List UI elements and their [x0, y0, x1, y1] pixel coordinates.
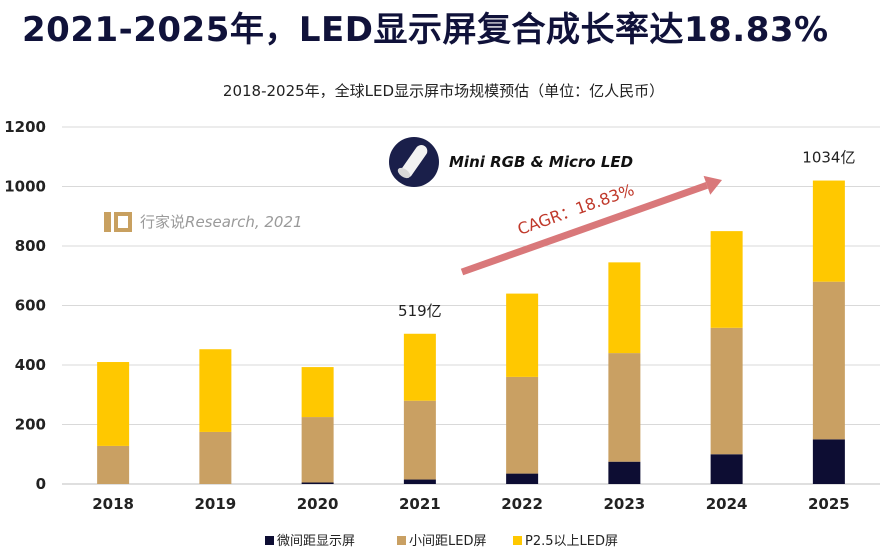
y-tick-label: 800 — [15, 237, 46, 255]
x-tick-label: 2025 — [808, 495, 850, 513]
bar-segment-3 — [199, 349, 232, 432]
chart-title: 2018-2025年，全球LED显示屏市场规模预估（单位：亿人民币） — [222, 82, 665, 100]
bar-segment-1 — [608, 461, 641, 484]
legend-label: 微间距显示屏 — [277, 534, 355, 549]
legend-swatch — [397, 536, 406, 545]
y-tick-label: 400 — [15, 356, 46, 374]
bar-segment-1 — [506, 473, 539, 484]
bar-segment-2 — [403, 400, 436, 480]
bar-segment-3 — [301, 367, 334, 418]
legend-label: P2.5以上LED屏 — [525, 534, 618, 549]
bar-segment-1 — [710, 454, 743, 484]
cagr-arrow — [460, 182, 709, 276]
y-tick-labels: 0 200 400 600 800 1000 1200 — [4, 118, 46, 493]
total-label: 519亿 — [398, 302, 442, 320]
page-headline: 2021-2025年，LED显示屏复合成长率达18.83% — [22, 10, 829, 50]
bars — [97, 180, 845, 484]
bar-segment-3 — [608, 262, 641, 354]
y-tick-label: 0 — [36, 475, 46, 493]
y-tick-label: 1000 — [4, 178, 46, 196]
bar-segment-1 — [812, 439, 845, 484]
bar-segment-2 — [199, 431, 232, 484]
hangjiashuo-logo-icon — [104, 208, 134, 234]
badge-label: Mini RGB & Micro LED — [449, 153, 634, 171]
watermark-text: 行家说Research, 2021 — [140, 212, 303, 231]
bar-segment-1 — [403, 479, 436, 484]
x-tick-label: 2023 — [604, 495, 646, 513]
x-tick-label: 2018 — [92, 495, 134, 513]
rocket-icon — [389, 137, 439, 187]
bar-segment-3 — [97, 362, 130, 446]
bar-segment-2 — [710, 327, 743, 455]
bar-segment-3 — [812, 180, 845, 282]
bar-segment-1 — [301, 482, 334, 484]
legend-label: 小间距LED屏 — [409, 534, 486, 549]
bar-segment-2 — [608, 353, 641, 462]
bar-segment-3 — [403, 333, 436, 401]
bar-segment-2 — [301, 417, 334, 483]
total-label: 1034亿 — [802, 149, 855, 167]
legend: 微间距显示屏 小间距LED屏 P2.5以上LED屏 — [265, 534, 618, 549]
watermark: 行家说Research, 2021 — [104, 208, 303, 234]
y-tick-label: 600 — [15, 297, 46, 315]
bar-segment-3 — [710, 231, 743, 328]
bar-segment-3 — [506, 293, 539, 377]
bar-segment-2 — [506, 376, 539, 474]
y-tick-label: 1200 — [4, 118, 46, 136]
legend-swatch — [513, 536, 522, 545]
x-tick-labels: 2018 2019 2020 2021 2022 2023 2024 2025 — [92, 495, 850, 513]
gridlines — [62, 126, 880, 485]
cagr-arrow-head — [703, 175, 722, 195]
bar-segment-2 — [812, 281, 845, 440]
x-tick-label: 2020 — [297, 495, 339, 513]
legend-swatch — [265, 536, 274, 545]
x-tick-label: 2019 — [195, 495, 237, 513]
x-tick-label: 2021 — [399, 495, 441, 513]
x-tick-label: 2022 — [501, 495, 543, 513]
x-tick-label: 2024 — [706, 495, 748, 513]
y-tick-label: 200 — [15, 416, 46, 434]
bar-segment-2 — [97, 445, 130, 484]
mini-rgb-badge: Mini RGB & Micro LED — [389, 137, 633, 187]
